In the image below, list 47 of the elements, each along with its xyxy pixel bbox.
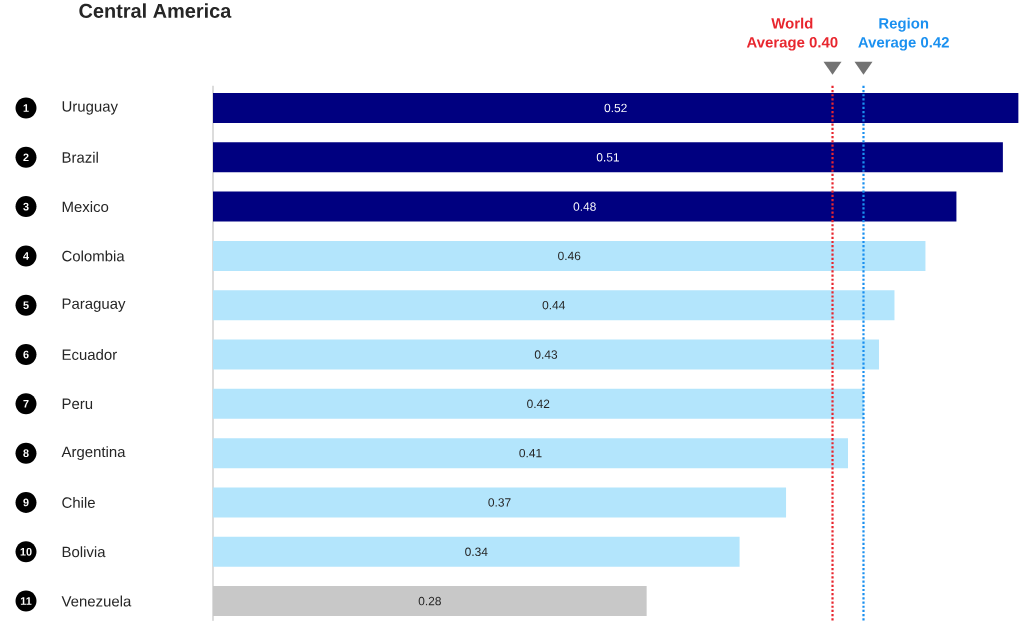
text: 9	[23, 498, 29, 507]
chart-title: Central America	[79, 3, 232, 18]
text: 11	[20, 597, 32, 605]
data-label: 0.41	[519, 448, 542, 458]
data-label: 0.42	[527, 399, 550, 409]
ref-line-label: World Average 0.40	[746, 17, 838, 51]
bar	[213, 339, 879, 370]
y-tick-label: Colombia	[62, 250, 125, 262]
text: 3	[23, 202, 29, 211]
y-tick-label: Paraguay	[62, 298, 126, 312]
y-tick-label: Chile	[62, 497, 95, 508]
y-tick-label: Peru	[62, 398, 93, 410]
y-tick-label: Brazil	[62, 151, 98, 163]
bar	[213, 536, 740, 567]
bar	[213, 191, 957, 222]
y-tick-label: Venezuela	[61, 595, 132, 607]
data-label: 0.28	[418, 596, 441, 606]
bar	[213, 93, 1019, 124]
text: 6	[23, 350, 29, 359]
text: 2	[23, 153, 29, 162]
bar	[213, 240, 926, 271]
data-label: 0.43	[534, 350, 558, 359]
bar	[213, 142, 1003, 173]
data-label: 0.34	[465, 547, 488, 557]
text: 7	[23, 400, 29, 408]
data-label: 0.44	[542, 301, 566, 310]
y-tick-label: Argentina	[61, 446, 126, 461]
data-label: 0.46	[558, 251, 581, 261]
data-label: 0.48	[573, 202, 596, 211]
y-tick-label: Mexico	[62, 201, 109, 213]
ref-line-label: Region Average 0.42	[858, 17, 949, 51]
text: 5	[23, 301, 29, 310]
data-label: 0.51	[596, 153, 619, 162]
y-tick-label: Bolivia	[62, 546, 106, 558]
y-tick-label: Uruguay	[62, 101, 118, 115]
bar	[213, 290, 895, 321]
bar	[213, 487, 787, 518]
bar	[213, 438, 849, 469]
text: 10	[20, 547, 32, 556]
data-label: 0.52	[604, 103, 627, 113]
text: 4	[23, 252, 29, 260]
bar	[213, 586, 647, 617]
text: 8	[23, 449, 29, 458]
text: 1	[23, 104, 29, 112]
data-label: 0.37	[488, 498, 511, 507]
bar	[213, 388, 864, 419]
y-tick-label: Ecuador	[62, 349, 117, 361]
